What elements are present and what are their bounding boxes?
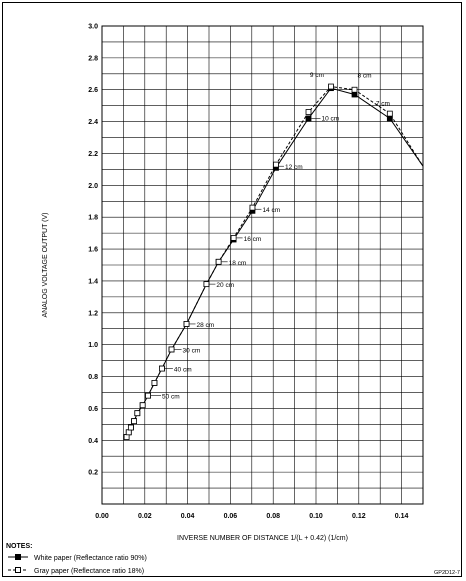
annotation-label: 14 cm [262, 207, 280, 214]
annotation: 14 cm [255, 207, 280, 214]
annotation-label: 12 cm [285, 164, 303, 171]
legend-white-marker-icon [15, 554, 21, 560]
y-tick-label: 1.0 [88, 342, 98, 349]
series-layer [123, 83, 424, 440]
data-point [151, 380, 158, 386]
annotation: 28 cm [189, 322, 215, 329]
data-point [125, 429, 132, 436]
x-tick-label: 0.04 [181, 513, 195, 520]
plot-border [101, 25, 424, 505]
y-tick-label: 2.4 [88, 119, 98, 126]
y-tick-label: 2.2 [88, 151, 98, 158]
data-point [351, 91, 358, 98]
data-point [127, 424, 134, 431]
annotation: 16 cm [236, 236, 262, 243]
y-tick-label: 0.2 [88, 470, 98, 477]
annotation-label: 50 cm [162, 394, 180, 401]
annotation-label: 10 cm [322, 115, 340, 122]
annotation-label: 40 cm [174, 367, 192, 374]
annotation-label: 9 cm [310, 72, 324, 79]
annotation-label: 18 cm [229, 260, 247, 267]
y-tick-label: 2.6 [88, 87, 98, 94]
legend-white-paper: White paper (Reflectance ratio 90%) [8, 554, 147, 562]
data-point [168, 346, 175, 353]
y-tick-label: 2.8 [88, 55, 98, 62]
x-tick-label: 0.00 [95, 513, 109, 520]
annotation: 50 cm [151, 394, 180, 401]
data-point [328, 83, 334, 90]
figure-code: GP2D12-7 [434, 570, 460, 576]
data-point [139, 402, 146, 409]
annotation-label: 7 cm [376, 101, 390, 108]
data-point [215, 258, 222, 265]
x-tick-label: 0.08 [266, 513, 280, 520]
annotation-label: 8 cm [358, 73, 372, 80]
x-tick-label: 0.10 [309, 513, 323, 520]
annotation: 12 cm [278, 164, 303, 171]
data-point [249, 204, 256, 211]
x-axis-label: INVERSE NUMBER OF DISTANCE 1/(L + 0.42) … [177, 535, 348, 542]
data-point [134, 410, 141, 417]
data-point [273, 161, 279, 168]
annotation-label: 20 cm [216, 282, 234, 289]
series-white-paper [123, 85, 424, 440]
x-tick-label: 0.14 [395, 513, 409, 520]
series-line [126, 87, 424, 438]
data-point [351, 86, 358, 93]
y-tick-label: 1.4 [88, 278, 98, 285]
y-tick-label: 1.8 [88, 215, 98, 222]
legend-gray-marker-icon [15, 567, 21, 573]
y-tick-label: 3.0 [88, 24, 98, 31]
data-point [230, 235, 237, 241]
legend-gray-label: Gray paper (Reflectance ratio 18%) [34, 568, 144, 575]
annotation: 7 cm [376, 101, 390, 108]
data-point [123, 434, 130, 440]
y-tick-label: 1.6 [88, 247, 98, 254]
data-point [183, 321, 190, 327]
annotation: 30 cm [174, 347, 201, 354]
legend-gray-paper: Gray paper (Reflectance ratio 18%) [8, 567, 144, 575]
annotation-label: 28 cm [197, 322, 215, 329]
y-tick-label: 0.6 [88, 406, 98, 413]
annotation: 40 cm [164, 367, 192, 374]
annotation: 20 cm [209, 282, 234, 289]
y-tick-label: 1.2 [88, 310, 98, 317]
figure-frame [2, 2, 462, 577]
data-point [386, 110, 393, 117]
annotation-label: 30 cm [183, 347, 201, 354]
y-tick-label: 2.0 [88, 183, 98, 190]
data-point [305, 109, 312, 115]
x-tick-label: 0.06 [224, 513, 238, 520]
y-tick-label: 0.8 [88, 374, 98, 381]
y-axis-label: ANALOG VOLTAGE OUTPUT (V) [42, 212, 49, 317]
series-line [126, 86, 424, 438]
annotation: 10 cm [311, 115, 340, 122]
annotation: 18 cm [221, 260, 247, 267]
x-tick-label: 0.12 [352, 513, 366, 520]
data-point [305, 115, 312, 122]
x-tick-labels: 0.00 0.02 0.04 0.06 0.08 0.10 0.12 0.14 [95, 513, 408, 520]
x-tick-label: 0.02 [138, 513, 152, 520]
notes-title: NOTES: [6, 543, 32, 550]
legend-white-label: White paper (Reflectance ratio 90%) [34, 555, 147, 562]
annotation-label: 16 cm [244, 236, 262, 243]
data-point [131, 418, 138, 425]
grid [102, 26, 423, 504]
data-point [203, 281, 210, 288]
annotation: 8 cm [358, 73, 372, 80]
y-tick-label: 0.4 [88, 438, 98, 445]
y-tick-labels: 0.2 0.4 0.6 0.8 1.0 1.2 1.4 1.6 1.8 2.0 2.2 2.4 2.6 2… [88, 24, 98, 477]
series-gray-paper [123, 83, 424, 440]
annotation: 9 cm [310, 72, 324, 79]
distance-annotations: 9 cm 8 cm 7 cm 10 cm 12 cm 14 cm 16 cm 18 cm 20 … [151, 72, 390, 401]
data-point [159, 365, 165, 372]
data-point [145, 392, 151, 399]
